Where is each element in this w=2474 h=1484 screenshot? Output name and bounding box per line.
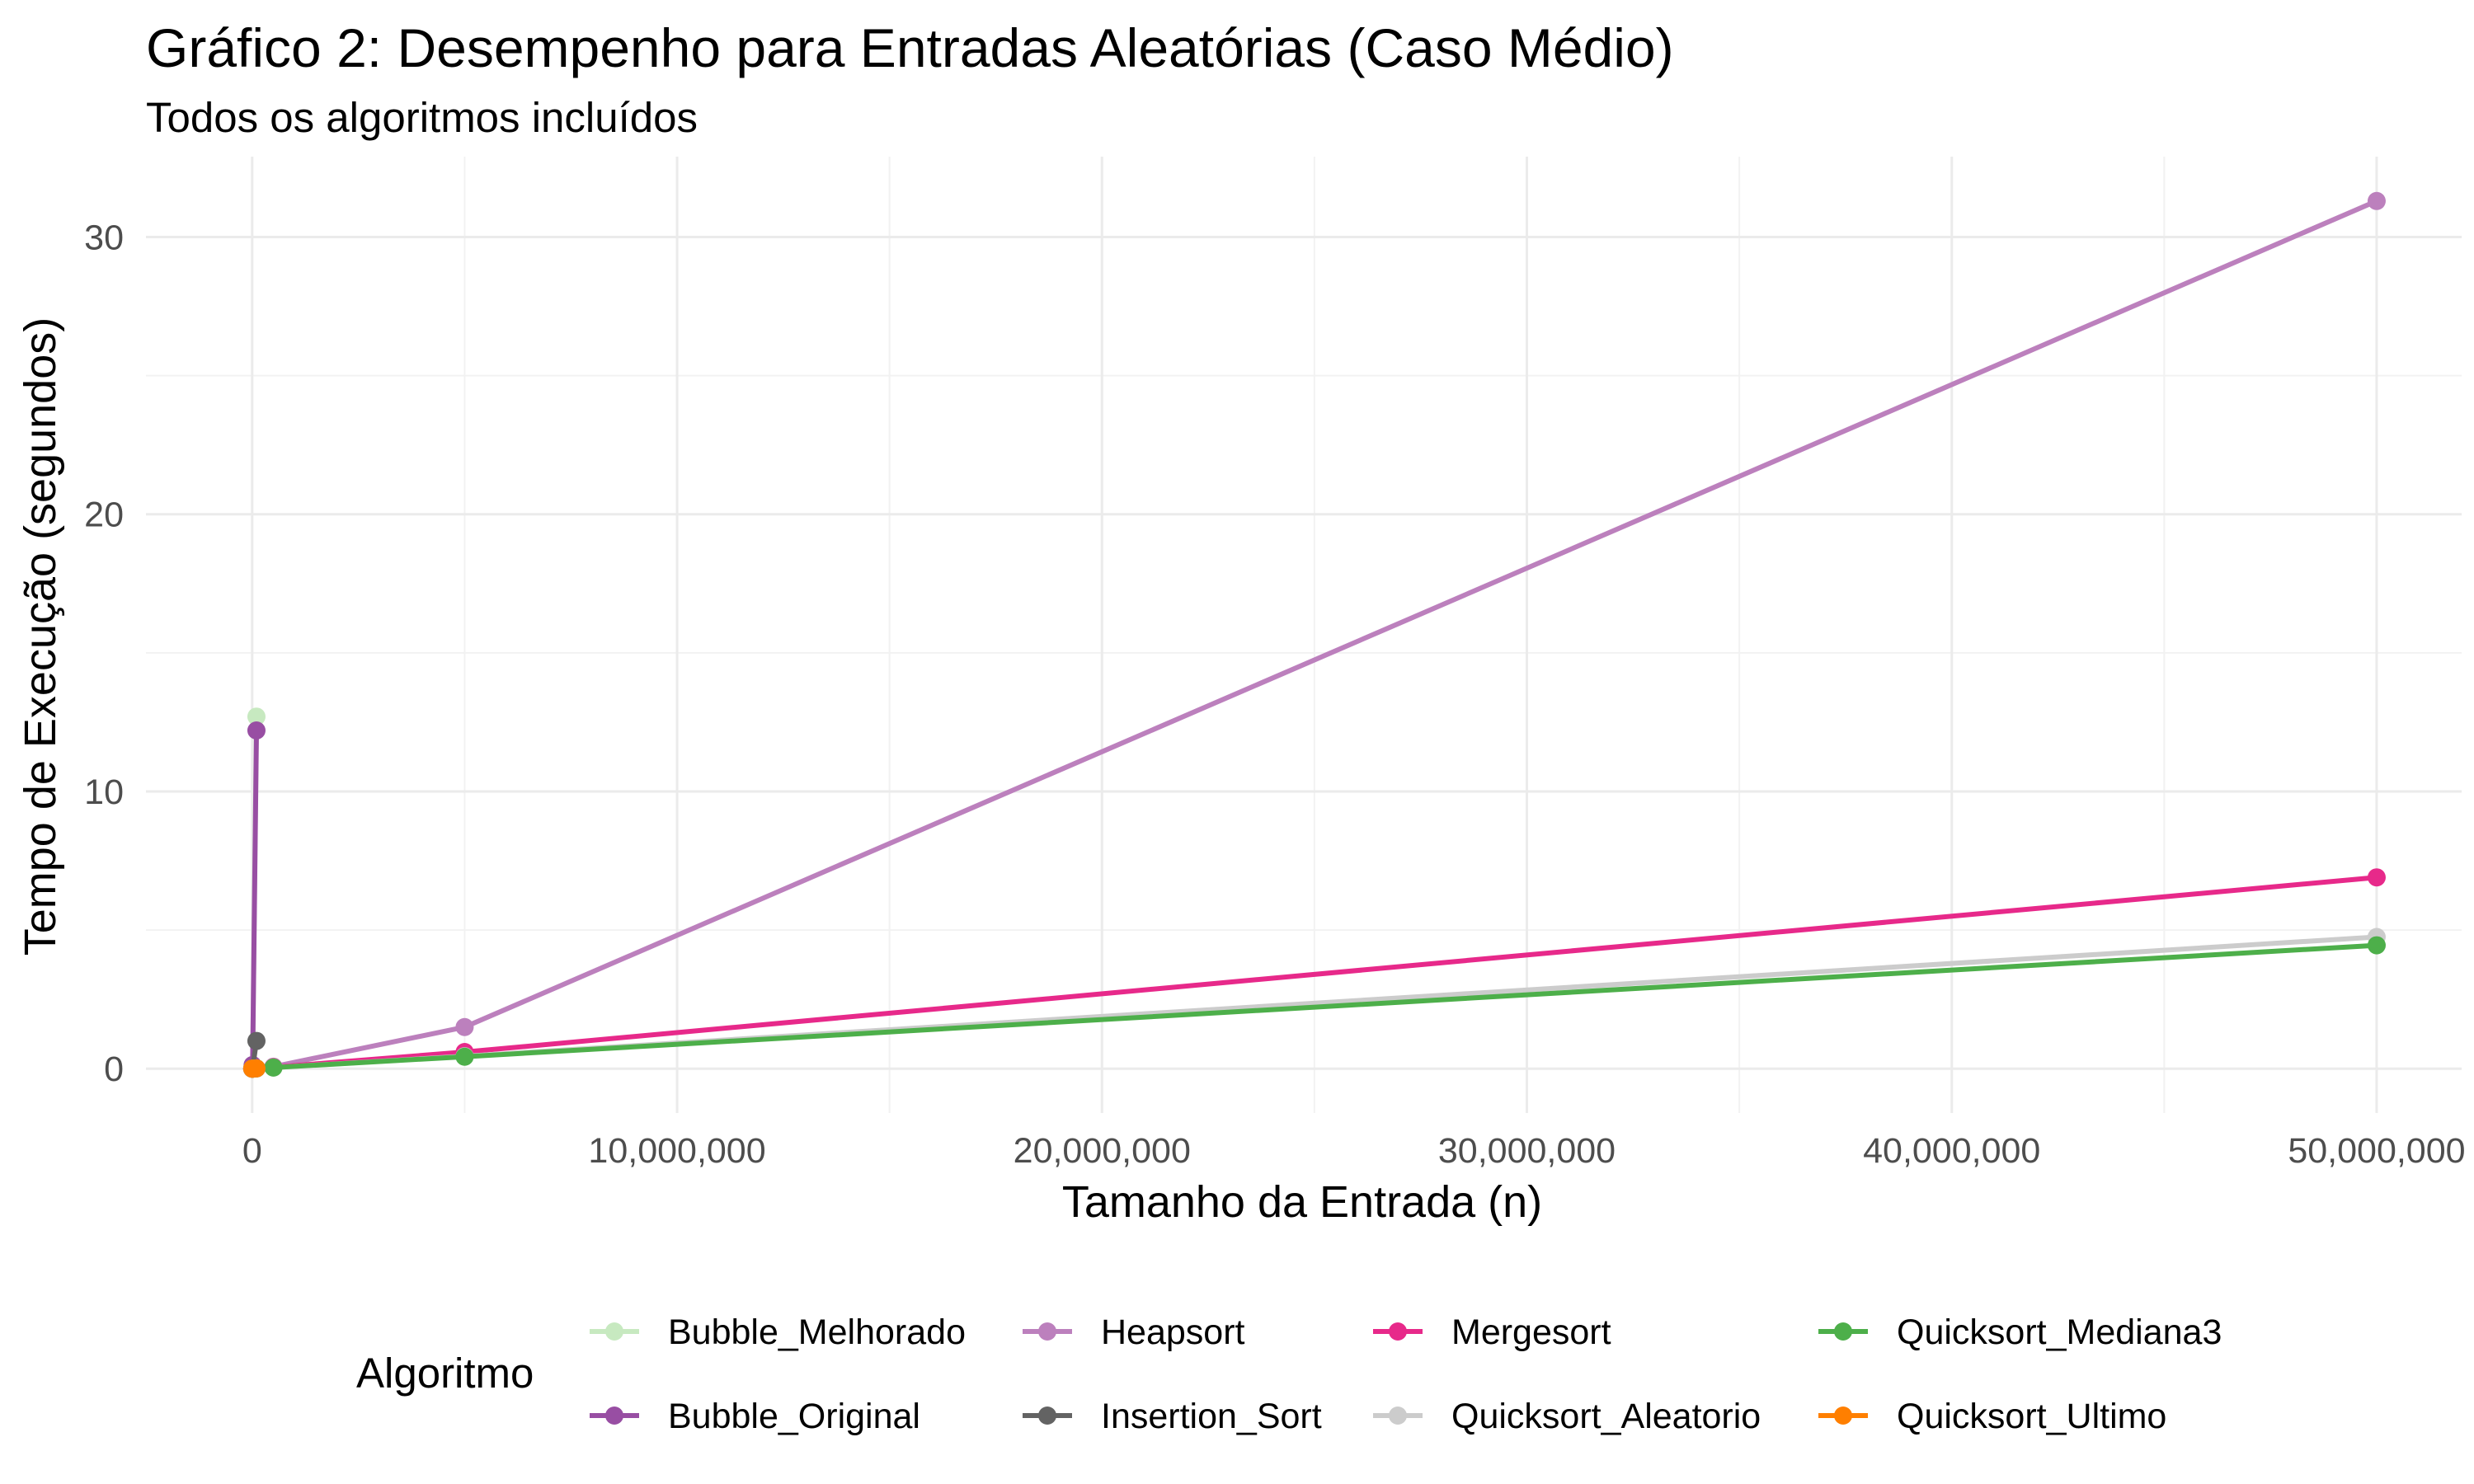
legend-label: Insertion_Sort <box>1101 1397 1322 1436</box>
data-point-quicksort-mediana3 <box>264 1058 283 1077</box>
data-point-mergesort <box>2367 868 2386 887</box>
x-tick-label: 20,000,000 <box>1014 1131 1191 1171</box>
legend-label: Bubble_Original <box>668 1397 920 1436</box>
y-axis-title: Tempo de Execução (segundos) <box>16 317 65 956</box>
legend-key-point <box>605 1407 623 1425</box>
legend-key-point <box>1834 1407 1852 1425</box>
x-tick-label: 10,000,000 <box>588 1131 765 1171</box>
data-point-bubble-original <box>247 721 266 740</box>
legend-key-point <box>1038 1322 1056 1341</box>
legend-key-point <box>1834 1322 1852 1341</box>
x-tick-label: 40,000,000 <box>1863 1131 2040 1171</box>
legend: Algoritmo Bubble_Melhorado Heapsort Merges… <box>356 1313 2222 1436</box>
x-tick-label: 50,000,000 <box>2288 1131 2465 1171</box>
legend-item-quicksort-ultimo: Quicksort_Ultimo <box>1818 1397 2166 1436</box>
legend-key-point <box>1038 1407 1056 1425</box>
legend-key-point <box>1389 1322 1407 1341</box>
legend-item-bubble-melhorado: Bubble_Melhorado <box>590 1313 966 1352</box>
y-tick-label: 20 <box>84 495 124 535</box>
data-point-quicksort-mediana3 <box>2367 936 2386 955</box>
y-tick-label: 30 <box>84 218 124 258</box>
legend-key-point <box>605 1322 623 1341</box>
legend-label: Heapsort <box>1101 1313 1245 1352</box>
chart-subtitle: Todos os algoritmos incluídos <box>146 94 698 141</box>
y-tick-label: 10 <box>84 773 124 812</box>
legend-item-quicksort-mediana3: Quicksort_Mediana3 <box>1818 1313 2222 1352</box>
y-tick-label: 0 <box>104 1050 124 1089</box>
x-axis-title: Tamanho da Entrada (n) <box>1062 1177 1542 1227</box>
data-point-heapsort <box>455 1017 474 1036</box>
legend-label: Quicksort_Aleatorio <box>1451 1397 1761 1436</box>
legend-title: Algoritmo <box>356 1350 534 1397</box>
legend-item-heapsort: Heapsort <box>1023 1313 1245 1352</box>
legend-label: Mergesort <box>1451 1313 1611 1352</box>
legend-item-mergesort: Mergesort <box>1373 1313 1611 1352</box>
legend-label: Bubble_Melhorado <box>668 1313 966 1352</box>
data-point-bubble-melhorado <box>247 707 266 726</box>
series-layer <box>242 191 2386 1078</box>
data-point-quicksort-mediana3 <box>455 1047 474 1066</box>
legend-item-insertion-sort: Insertion_Sort <box>1023 1397 1322 1436</box>
series-quicksort-ultimo <box>242 1059 266 1078</box>
grid-minor <box>146 157 2462 1113</box>
legend-label: Quicksort_Mediana3 <box>1897 1313 2222 1352</box>
grid-major <box>146 157 2462 1113</box>
legend-item-bubble-original: Bubble_Original <box>590 1397 920 1436</box>
legend-item-quicksort-aleatorio: Quicksort_Aleatorio <box>1373 1397 1761 1436</box>
x-tick-label: 30,000,000 <box>1438 1131 1616 1171</box>
data-point-quicksort-ultimo <box>247 1059 266 1078</box>
series-bubble-original <box>242 721 266 1078</box>
x-tick-label: 0 <box>242 1131 262 1171</box>
legend-label: Quicksort_Ultimo <box>1897 1397 2166 1436</box>
legend-key-point <box>1389 1407 1407 1425</box>
data-point-insertion-sort <box>247 1031 266 1050</box>
data-point-heapsort <box>2367 191 2386 210</box>
y-axis-ticks: 0 10 20 30 <box>84 218 124 1090</box>
chart-title: Gráfico 2: Desempenho para Entradas Alea… <box>146 17 1674 78</box>
x-axis-ticks: 0 10,000,000 20,000,000 30,000,000 40,000,00… <box>242 1131 2466 1171</box>
